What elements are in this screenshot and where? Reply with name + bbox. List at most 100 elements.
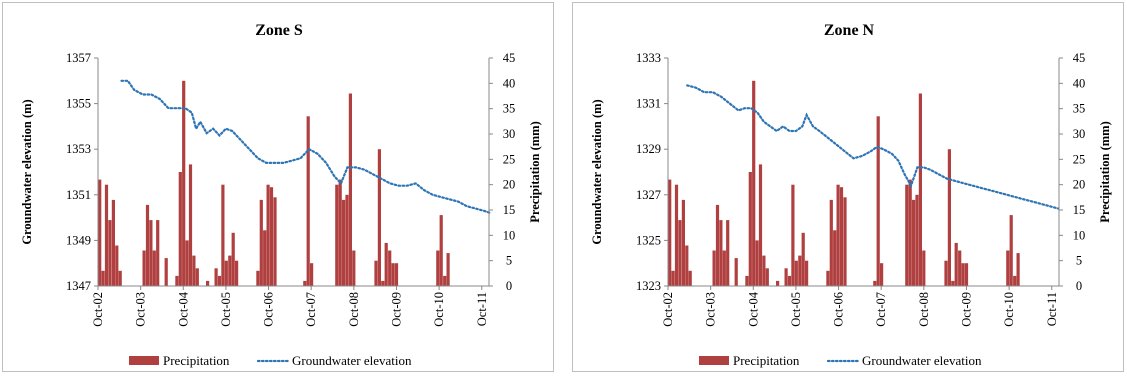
x-ticks: Oct-02 Oct-03 Oct-04 Oct-05 Oct-06 Oct-07 Oct-… xyxy=(91,286,489,327)
x-tick-label: Oct-11 xyxy=(475,292,489,326)
x-tick-label: Oct-03 xyxy=(134,292,148,327)
precipitation-bar xyxy=(908,179,912,286)
right-tick-label: 20 xyxy=(503,178,516,192)
precipitation-bar xyxy=(947,149,951,286)
chart-title: Zone S xyxy=(255,22,303,39)
right-tick-label: 10 xyxy=(503,228,516,242)
precipitation-bar xyxy=(833,230,837,286)
x-tick-label: Oct-04 xyxy=(176,291,190,326)
right-tick-label: 15 xyxy=(503,203,516,217)
precipitation-bar xyxy=(256,270,260,286)
precipitation-bar xyxy=(111,199,115,286)
precipitation-bar xyxy=(752,80,756,286)
zone-s-chart: Zone S 1347 1349 1351 1353 1355 1357 0 5 10 15 20 25… xyxy=(20,22,542,368)
precipitation-bar xyxy=(374,260,378,286)
legend: Precipitation Groundwater elevation xyxy=(129,353,412,368)
left-axis-label: Groundwater elevation (m) xyxy=(20,99,34,244)
precipitation-bar xyxy=(142,250,146,286)
x-tick-label: Oct-11 xyxy=(1045,292,1059,326)
left-y-ticks: 1347 1349 1351 1353 1355 1357 xyxy=(66,51,98,293)
left-tick-label: 1329 xyxy=(636,142,661,156)
precipitation-bar xyxy=(342,199,346,286)
right-tick-label: 5 xyxy=(1076,254,1082,268)
right-tick-label: 40 xyxy=(1073,76,1086,90)
x-tick-label: Oct-10 xyxy=(1002,292,1016,327)
precipitation-bar xyxy=(922,250,926,286)
precipitation-bar xyxy=(352,250,356,286)
precipitation-bar xyxy=(843,197,847,286)
precipitation-bar xyxy=(873,280,877,286)
precipitation-bar xyxy=(152,250,156,286)
left-tick-label: 1347 xyxy=(66,279,91,293)
precipitation-bar xyxy=(678,220,682,286)
precipitation-bar xyxy=(1009,215,1013,286)
x-tick-label: Oct-03 xyxy=(704,292,718,327)
precipitation-bar xyxy=(195,268,199,286)
precipitation-bar xyxy=(273,197,277,286)
precipitation-bar xyxy=(958,250,962,286)
precipitation-bar xyxy=(443,275,447,286)
precipitation-bar xyxy=(149,220,153,286)
x-tick-label: Oct-02 xyxy=(91,292,105,327)
precipitation-bar xyxy=(221,184,225,286)
precipitation-bar xyxy=(188,164,193,286)
left-tick-label: 1333 xyxy=(636,51,661,65)
precipitation-bar xyxy=(164,258,168,286)
precipitation-bar xyxy=(104,184,109,286)
precipitation-bar xyxy=(951,280,955,286)
left-tick-label: 1353 xyxy=(66,142,91,156)
precipitation-bar xyxy=(719,220,723,286)
right-tick-label: 35 xyxy=(503,102,516,116)
x-tick-label: Oct-05 xyxy=(219,292,233,327)
chart-panel-zone-n: Zone N 1323 1325 1327 1329 1331 1333 0 5 10 15 20 25… xyxy=(572,2,1124,372)
precipitation-bar xyxy=(118,270,122,286)
right-tick-label: 0 xyxy=(1076,279,1082,293)
right-tick-label: 30 xyxy=(1073,127,1086,141)
precipitation-bars xyxy=(98,80,450,286)
right-tick-label: 40 xyxy=(503,76,516,90)
right-tick-label: 45 xyxy=(503,51,516,65)
precipitation-bar xyxy=(801,232,805,286)
precipitation-bar xyxy=(715,204,720,286)
precipitation-bar xyxy=(436,250,440,286)
precipitation-bar xyxy=(269,187,274,286)
precipitation-bar xyxy=(805,260,809,286)
precipitation-bar xyxy=(345,194,349,286)
legend-label-groundwater: Groundwater elevation xyxy=(292,353,412,368)
precipitation-bar xyxy=(765,268,769,286)
precipitation-bar xyxy=(231,232,235,286)
groundwater-line xyxy=(686,84,1060,210)
right-tick-label: 0 xyxy=(506,279,512,293)
precipitation-bar xyxy=(228,255,232,286)
precipitation-bar xyxy=(446,253,450,286)
left-tick-label: 1325 xyxy=(636,233,661,247)
precipitation-bar xyxy=(303,280,307,286)
precipitation-bar xyxy=(335,184,339,286)
precipitation-bar xyxy=(259,199,263,286)
right-tick-label: 35 xyxy=(1073,102,1086,116)
x-tick-label: Oct-09 xyxy=(959,292,973,327)
precipitation-bar xyxy=(755,240,759,286)
precipitation-bar xyxy=(681,199,685,286)
x-tick-label: Oct-07 xyxy=(304,292,318,327)
right-y-ticks: 0 5 10 15 20 25 30 35 40 45 xyxy=(489,51,515,293)
precipitation-bar xyxy=(688,270,692,286)
precipitation-bar xyxy=(745,275,749,286)
precipitation-bar xyxy=(98,179,102,286)
legend-label-precipitation: Precipitation xyxy=(163,353,230,368)
precipitation-bar xyxy=(964,263,969,286)
right-tick-label: 5 xyxy=(506,254,512,268)
legend-swatch-precipitation xyxy=(129,356,159,365)
legend-swatch-precipitation xyxy=(699,356,729,365)
precipitation-bar xyxy=(905,184,909,286)
zone-n-chart: Zone N 1323 1325 1327 1329 1331 1333 0 5 10 15 20 25… xyxy=(590,22,1112,368)
x-tick-label: Oct-08 xyxy=(917,292,931,327)
right-axis-label: Precipitation (mm) xyxy=(528,121,542,222)
x-tick-label: Oct-04 xyxy=(746,291,760,326)
right-tick-label: 30 xyxy=(503,127,516,141)
precipitation-bar xyxy=(178,172,182,286)
precipitation-bar xyxy=(384,242,388,286)
groundwater-line xyxy=(120,79,492,215)
precipitation-bar xyxy=(722,250,726,286)
precipitation-bar xyxy=(836,184,840,286)
